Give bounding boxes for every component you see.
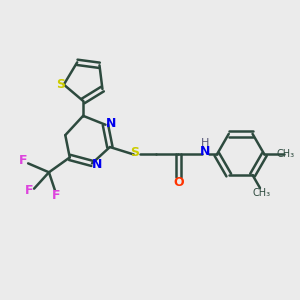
Text: F: F xyxy=(52,189,61,202)
Text: S: S xyxy=(130,146,139,159)
Text: H: H xyxy=(201,138,209,148)
Text: N: N xyxy=(92,158,103,171)
Text: F: F xyxy=(19,154,27,167)
Text: CH₃: CH₃ xyxy=(276,148,294,159)
Text: CH₃: CH₃ xyxy=(252,188,271,198)
Text: S: S xyxy=(56,78,65,91)
Text: N: N xyxy=(106,117,116,130)
Text: O: O xyxy=(173,176,184,189)
Text: N: N xyxy=(200,145,210,158)
Text: F: F xyxy=(25,184,33,196)
